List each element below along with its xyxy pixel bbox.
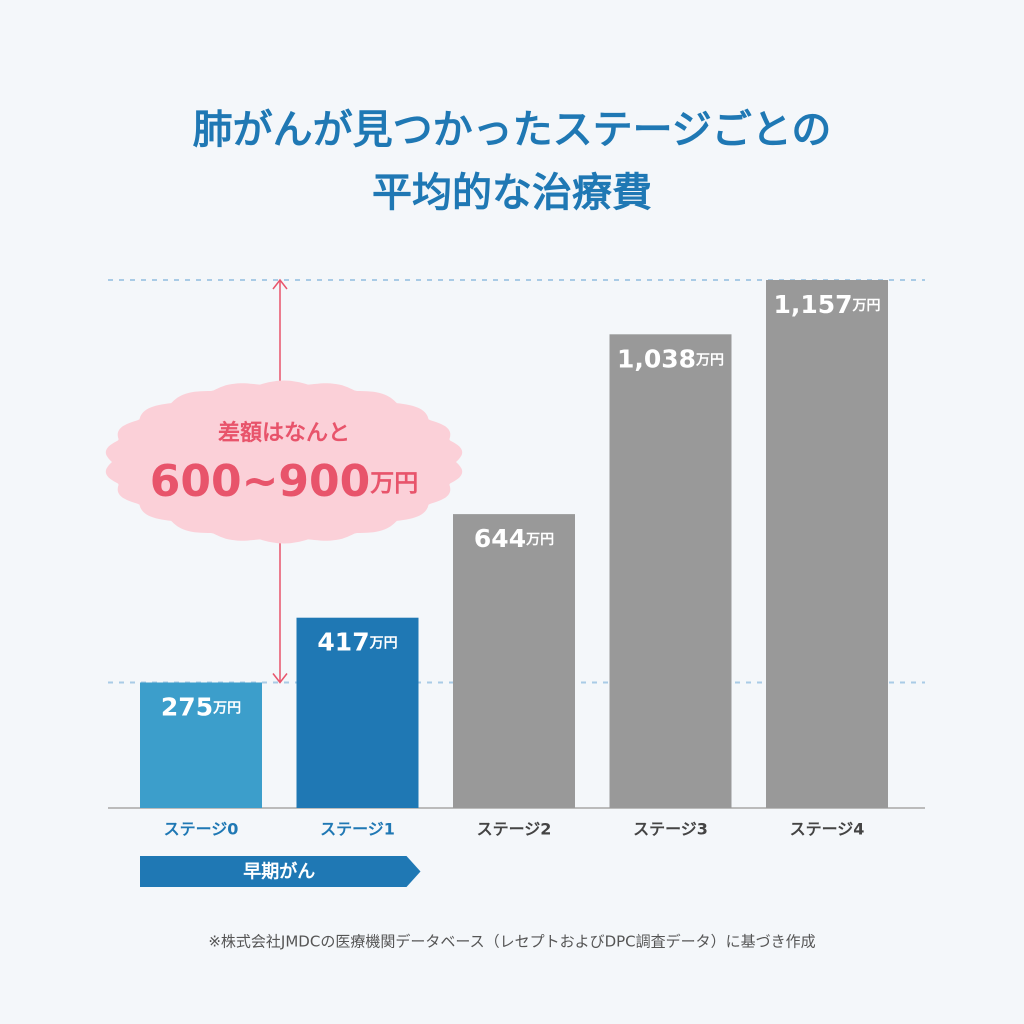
bar [453,514,575,808]
value-label: 644万円 [474,524,554,553]
x-tick-label: ステージ4 [790,820,865,839]
footnote: ※株式会社JMDCの医療機関データベース（レセプトおよびDPC調査データ）に基づ… [208,933,815,951]
group-label: 早期がん [243,861,315,883]
bar [766,280,888,808]
x-tick-label: ステージ1 [320,820,395,839]
value-label: 1,157万円 [773,290,880,319]
group-band [140,856,421,887]
annotation-range: 600~900万円 [150,456,419,507]
arrow-head [272,278,288,290]
annotation-text: 差額はなんと [218,420,350,446]
arrow-head [272,673,288,684]
value-label: 417万円 [317,628,397,657]
bar [140,682,262,808]
bar [609,334,732,808]
x-tick-label: ステージ3 [633,820,708,839]
chart-title: 肺がんが見つかったステージごとの [193,107,832,153]
x-tick-label: ステージ0 [164,820,239,839]
chart-title: 平均的な治療費 [372,170,652,216]
x-tick-label: ステージ2 [477,820,552,839]
bar [296,617,419,808]
value-label: 1,038万円 [617,344,724,373]
value-label: 275万円 [161,693,241,722]
cloud [105,380,463,544]
